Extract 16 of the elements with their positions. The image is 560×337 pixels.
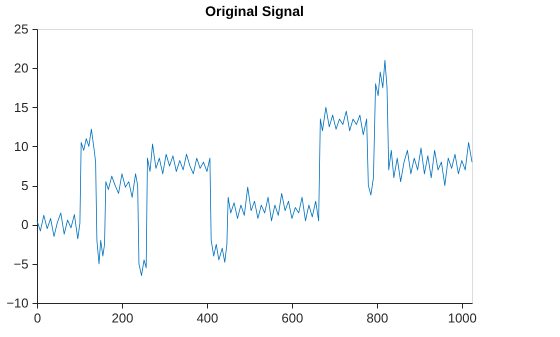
y-tick-label: 5 bbox=[21, 178, 28, 194]
line-series bbox=[36, 60, 472, 276]
x-tick-label: 200 bbox=[112, 310, 134, 326]
y-tick-label: 20 bbox=[14, 60, 28, 76]
y-tick-label: 15 bbox=[14, 100, 28, 115]
y-tick-label: 25 bbox=[14, 22, 28, 36]
x-tick-label: 600 bbox=[282, 310, 304, 326]
y-tick-label: −10 bbox=[6, 296, 28, 310]
x-tick-label: 1000 bbox=[448, 310, 477, 326]
x-tick-label: 0 bbox=[34, 310, 42, 326]
y-tick-label: 10 bbox=[14, 138, 28, 154]
x-tick-label: 400 bbox=[196, 310, 218, 326]
y-tick-label: −5 bbox=[14, 256, 28, 272]
x-tick-label: 800 bbox=[366, 310, 388, 326]
chart-title: Original Signal bbox=[205, 3, 304, 19]
y-tick-label: 0 bbox=[21, 217, 28, 232]
